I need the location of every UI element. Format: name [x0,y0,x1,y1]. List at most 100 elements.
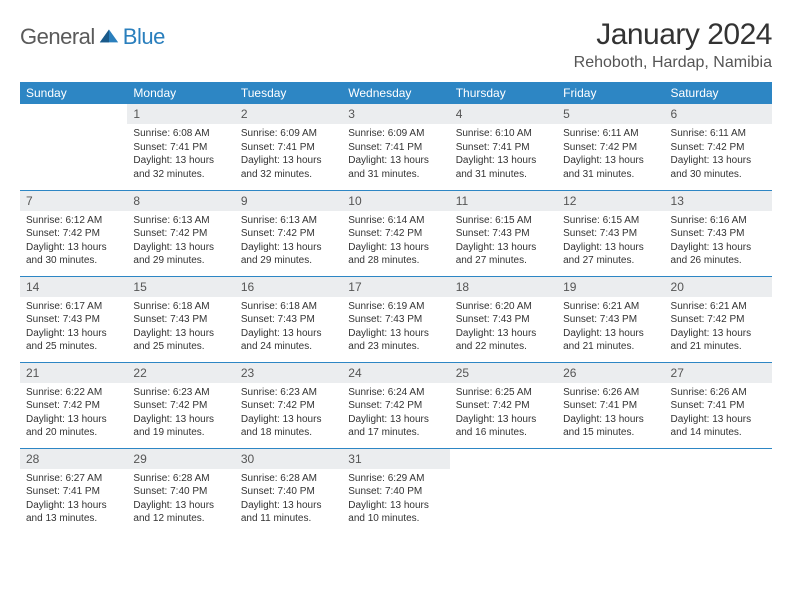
calendar-cell: 20Sunrise: 6:21 AMSunset: 7:42 PMDayligh… [665,276,772,362]
title-block: January 2024 Rehoboth, Hardap, Namibia [574,18,772,72]
calendar-row: 14Sunrise: 6:17 AMSunset: 7:43 PMDayligh… [20,276,772,362]
logo-text-general: General [20,24,95,50]
day-number: 23 [235,363,342,383]
logo-text-blue: Blue [123,24,165,50]
location-text: Rehoboth, Hardap, Namibia [574,54,772,72]
day-details: Sunrise: 6:23 AMSunset: 7:42 PMDaylight:… [235,383,342,444]
calendar-cell: 22Sunrise: 6:23 AMSunset: 7:42 PMDayligh… [127,362,234,448]
calendar-cell-empty: . [557,448,664,534]
day-number: 25 [450,363,557,383]
calendar-cell: 31Sunrise: 6:29 AMSunset: 7:40 PMDayligh… [342,448,449,534]
logo: General Blue [20,18,165,50]
calendar-row: 21Sunrise: 6:22 AMSunset: 7:42 PMDayligh… [20,362,772,448]
calendar-cell: 9Sunrise: 6:13 AMSunset: 7:42 PMDaylight… [235,190,342,276]
calendar-cell: 11Sunrise: 6:15 AMSunset: 7:43 PMDayligh… [450,190,557,276]
calendar-cell: 29Sunrise: 6:28 AMSunset: 7:40 PMDayligh… [127,448,234,534]
calendar-cell: 23Sunrise: 6:23 AMSunset: 7:42 PMDayligh… [235,362,342,448]
logo-triangle-icon [98,24,120,46]
day-details: Sunrise: 6:18 AMSunset: 7:43 PMDaylight:… [235,297,342,358]
day-details: Sunrise: 6:12 AMSunset: 7:42 PMDaylight:… [20,211,127,272]
day-number: 21 [20,363,127,383]
calendar-row: 7Sunrise: 6:12 AMSunset: 7:42 PMDaylight… [20,190,772,276]
day-details: Sunrise: 6:26 AMSunset: 7:41 PMDaylight:… [665,383,772,444]
day-number: 14 [20,277,127,297]
day-number: 15 [127,277,234,297]
day-number: 2 [235,104,342,124]
weekday-header-row: SundayMondayTuesdayWednesdayThursdayFrid… [20,82,772,104]
day-number: 8 [127,191,234,211]
day-details: Sunrise: 6:11 AMSunset: 7:42 PMDaylight:… [557,124,664,185]
day-details: Sunrise: 6:18 AMSunset: 7:43 PMDaylight:… [127,297,234,358]
day-details: Sunrise: 6:15 AMSunset: 7:43 PMDaylight:… [450,211,557,272]
day-number: 18 [450,277,557,297]
calendar-cell: 25Sunrise: 6:25 AMSunset: 7:42 PMDayligh… [450,362,557,448]
calendar-cell-empty: . [450,448,557,534]
day-details: Sunrise: 6:26 AMSunset: 7:41 PMDaylight:… [557,383,664,444]
day-number: 1 [127,104,234,124]
calendar-cell: 6Sunrise: 6:11 AMSunset: 7:42 PMDaylight… [665,104,772,190]
calendar-cell: 12Sunrise: 6:15 AMSunset: 7:43 PMDayligh… [557,190,664,276]
day-details: Sunrise: 6:17 AMSunset: 7:43 PMDaylight:… [20,297,127,358]
header: General Blue January 2024 Rehoboth, Hard… [20,18,772,72]
day-number: 22 [127,363,234,383]
day-number: 30 [235,449,342,469]
weekday-header: Tuesday [235,82,342,104]
calendar-cell: 1Sunrise: 6:08 AMSunset: 7:41 PMDaylight… [127,104,234,190]
day-details: Sunrise: 6:13 AMSunset: 7:42 PMDaylight:… [235,211,342,272]
calendar-cell: 15Sunrise: 6:18 AMSunset: 7:43 PMDayligh… [127,276,234,362]
day-number: 19 [557,277,664,297]
day-details: Sunrise: 6:23 AMSunset: 7:42 PMDaylight:… [127,383,234,444]
calendar-cell: 18Sunrise: 6:20 AMSunset: 7:43 PMDayligh… [450,276,557,362]
day-details: Sunrise: 6:20 AMSunset: 7:43 PMDaylight:… [450,297,557,358]
day-details: Sunrise: 6:25 AMSunset: 7:42 PMDaylight:… [450,383,557,444]
weekday-header: Wednesday [342,82,449,104]
calendar-row: 28Sunrise: 6:27 AMSunset: 7:41 PMDayligh… [20,448,772,534]
day-number: 5 [557,104,664,124]
weekday-header: Saturday [665,82,772,104]
day-number: 13 [665,191,772,211]
calendar-cell: 3Sunrise: 6:09 AMSunset: 7:41 PMDaylight… [342,104,449,190]
day-details: Sunrise: 6:09 AMSunset: 7:41 PMDaylight:… [235,124,342,185]
day-details: Sunrise: 6:19 AMSunset: 7:43 PMDaylight:… [342,297,449,358]
calendar-cell: 8Sunrise: 6:13 AMSunset: 7:42 PMDaylight… [127,190,234,276]
calendar-cell: 16Sunrise: 6:18 AMSunset: 7:43 PMDayligh… [235,276,342,362]
day-number: 3 [342,104,449,124]
calendar-cell: 14Sunrise: 6:17 AMSunset: 7:43 PMDayligh… [20,276,127,362]
day-number: 31 [342,449,449,469]
day-details: Sunrise: 6:28 AMSunset: 7:40 PMDaylight:… [127,469,234,530]
day-details: Sunrise: 6:14 AMSunset: 7:42 PMDaylight:… [342,211,449,272]
weekday-header: Monday [127,82,234,104]
day-number: 10 [342,191,449,211]
day-number: 24 [342,363,449,383]
calendar-cell: 2Sunrise: 6:09 AMSunset: 7:41 PMDaylight… [235,104,342,190]
day-details: Sunrise: 6:11 AMSunset: 7:42 PMDaylight:… [665,124,772,185]
day-details: Sunrise: 6:09 AMSunset: 7:41 PMDaylight:… [342,124,449,185]
day-number: 16 [235,277,342,297]
day-number: 7 [20,191,127,211]
day-details: Sunrise: 6:13 AMSunset: 7:42 PMDaylight:… [127,211,234,272]
calendar-cell: 27Sunrise: 6:26 AMSunset: 7:41 PMDayligh… [665,362,772,448]
calendar-cell: 30Sunrise: 6:28 AMSunset: 7:40 PMDayligh… [235,448,342,534]
day-details: Sunrise: 6:16 AMSunset: 7:43 PMDaylight:… [665,211,772,272]
day-number: 11 [450,191,557,211]
calendar-cell: 7Sunrise: 6:12 AMSunset: 7:42 PMDaylight… [20,190,127,276]
day-details: Sunrise: 6:29 AMSunset: 7:40 PMDaylight:… [342,469,449,530]
weekday-header: Friday [557,82,664,104]
day-number: 29 [127,449,234,469]
day-number: 4 [450,104,557,124]
calendar-cell: 17Sunrise: 6:19 AMSunset: 7:43 PMDayligh… [342,276,449,362]
day-details: Sunrise: 6:21 AMSunset: 7:42 PMDaylight:… [665,297,772,358]
day-details: Sunrise: 6:15 AMSunset: 7:43 PMDaylight:… [557,211,664,272]
day-number: 9 [235,191,342,211]
month-title: January 2024 [574,18,772,52]
calendar-cell: 4Sunrise: 6:10 AMSunset: 7:41 PMDaylight… [450,104,557,190]
calendar-cell: 5Sunrise: 6:11 AMSunset: 7:42 PMDaylight… [557,104,664,190]
calendar-body: .1Sunrise: 6:08 AMSunset: 7:41 PMDayligh… [20,104,772,534]
day-details: Sunrise: 6:28 AMSunset: 7:40 PMDaylight:… [235,469,342,530]
calendar-cell: 21Sunrise: 6:22 AMSunset: 7:42 PMDayligh… [20,362,127,448]
weekday-header: Thursday [450,82,557,104]
day-details: Sunrise: 6:27 AMSunset: 7:41 PMDaylight:… [20,469,127,530]
day-details: Sunrise: 6:21 AMSunset: 7:43 PMDaylight:… [557,297,664,358]
day-number: 27 [665,363,772,383]
calendar-cell-empty: . [20,104,127,190]
